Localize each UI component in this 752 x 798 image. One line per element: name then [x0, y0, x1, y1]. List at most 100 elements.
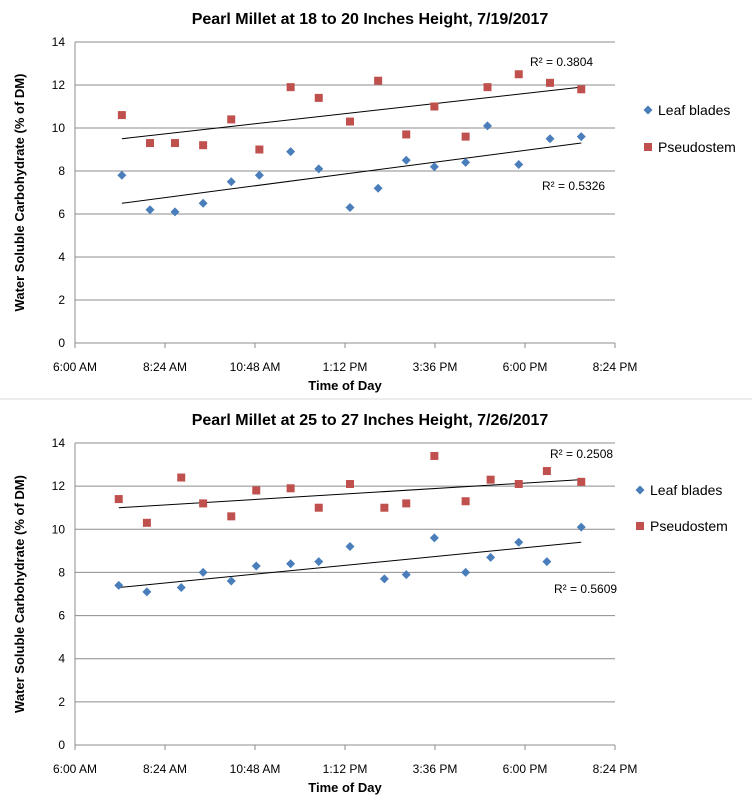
legend-label: Leaf blades — [658, 102, 730, 118]
x-tick-label: 8:24 AM — [143, 762, 187, 776]
data-point — [142, 587, 152, 597]
r-squared-label: R² = 0.5609 — [554, 582, 617, 596]
x-tick-label: 8:24 PM — [593, 360, 638, 374]
data-point — [255, 145, 264, 154]
data-point — [251, 561, 261, 571]
chart-title: Pearl Millet at 25 to 27 Inches Height, … — [192, 412, 549, 429]
trendline — [121, 142, 582, 204]
series-pseudostem: R² = 0.2508 — [114, 447, 613, 527]
data-point — [576, 132, 586, 142]
data-point — [402, 499, 411, 508]
data-point — [198, 567, 208, 577]
legend-marker — [643, 105, 653, 115]
y-tick-label: 14 — [52, 436, 66, 450]
y-tick-label: 12 — [52, 479, 66, 493]
y-tick-label: 12 — [52, 78, 66, 92]
data-point — [402, 130, 411, 139]
data-point — [483, 83, 492, 92]
data-point — [373, 183, 383, 193]
x-tick-label: 10:48 AM — [230, 762, 281, 776]
data-point — [254, 170, 264, 180]
data-point — [486, 552, 496, 562]
chart-title: Pearl Millet at 18 to 20 Inches Height, … — [192, 11, 549, 28]
series-leaf-blades: R² = 0.5609 — [114, 522, 617, 597]
data-point — [429, 533, 439, 543]
series-leaf-blades: R² = 0.5326 — [117, 121, 605, 217]
data-point — [514, 160, 524, 170]
legend-label: Pseudostem — [650, 518, 728, 534]
data-point — [401, 570, 411, 580]
data-point — [546, 78, 554, 87]
data-point — [117, 170, 127, 180]
x-axis-title: Time of Day — [308, 378, 382, 393]
x-tick-label: 1:12 PM — [323, 762, 368, 776]
x-tick-label: 10:48 AM — [230, 360, 281, 374]
legend-marker — [636, 522, 644, 530]
data-point — [227, 512, 236, 521]
data-point — [252, 486, 261, 495]
data-point — [198, 198, 208, 208]
data-point — [483, 121, 492, 131]
legend-item: Leaf blades — [643, 102, 730, 118]
data-point — [314, 557, 324, 567]
data-point — [286, 83, 295, 92]
x-tick-label: 1:12 PM — [323, 360, 368, 374]
legend-item: Pseudostem — [644, 139, 736, 155]
data-point — [142, 518, 151, 527]
data-point — [374, 76, 383, 85]
data-point — [576, 522, 586, 532]
series-pseudostem: R² = 0.3804 — [117, 55, 593, 154]
data-point — [146, 139, 154, 148]
data-point — [176, 583, 186, 593]
data-point — [461, 132, 470, 141]
data-point — [514, 479, 523, 488]
trendline — [118, 479, 582, 509]
r-squared-label: R² = 0.5326 — [542, 179, 605, 193]
data-point — [346, 117, 354, 126]
x-axis-title: Time of Day — [308, 780, 382, 795]
trendline — [118, 541, 582, 589]
data-point — [430, 451, 439, 460]
r-squared-label: R² = 0.3804 — [530, 55, 593, 69]
chart-panel-2: Pearl Millet at 25 to 27 Inches Height, … — [12, 412, 728, 795]
y-tick-label: 10 — [52, 121, 66, 135]
data-point — [199, 141, 208, 150]
y-tick-label: 6 — [58, 207, 65, 221]
data-point — [346, 479, 354, 488]
x-tick-label: 6:00 AM — [53, 360, 97, 374]
data-point — [286, 147, 296, 157]
x-tick-label: 3:36 PM — [413, 762, 458, 776]
legend-label: Leaf blades — [650, 482, 722, 498]
y-tick-label: 4 — [58, 250, 65, 264]
data-point — [545, 134, 555, 144]
data-point — [379, 574, 389, 584]
data-point — [577, 85, 586, 94]
data-point — [461, 497, 470, 506]
data-point — [461, 157, 471, 167]
y-tick-label: 6 — [58, 609, 65, 623]
data-point — [542, 467, 551, 476]
data-point — [226, 576, 236, 586]
y-tick-label: 14 — [52, 35, 66, 49]
data-point — [577, 477, 586, 486]
y-tick-label: 8 — [58, 565, 65, 579]
data-point — [170, 207, 180, 217]
data-point — [227, 115, 236, 124]
data-point — [145, 205, 155, 215]
x-tick-label: 6:00 AM — [53, 762, 97, 776]
data-point — [429, 162, 439, 172]
data-point — [514, 70, 523, 79]
data-point — [345, 542, 355, 552]
data-point — [171, 139, 179, 148]
y-tick-label: 4 — [58, 652, 65, 666]
data-point — [461, 567, 471, 577]
data-point — [486, 475, 495, 484]
data-point — [117, 111, 126, 120]
y-axis-title: Water Soluble Carbohydrate (% of DM) — [12, 74, 27, 312]
x-tick-label: 8:24 AM — [143, 360, 187, 374]
chart-panel-1: Pearl Millet at 18 to 20 Inches Height, … — [12, 11, 736, 393]
legend-marker — [644, 143, 652, 151]
data-point — [314, 93, 323, 102]
